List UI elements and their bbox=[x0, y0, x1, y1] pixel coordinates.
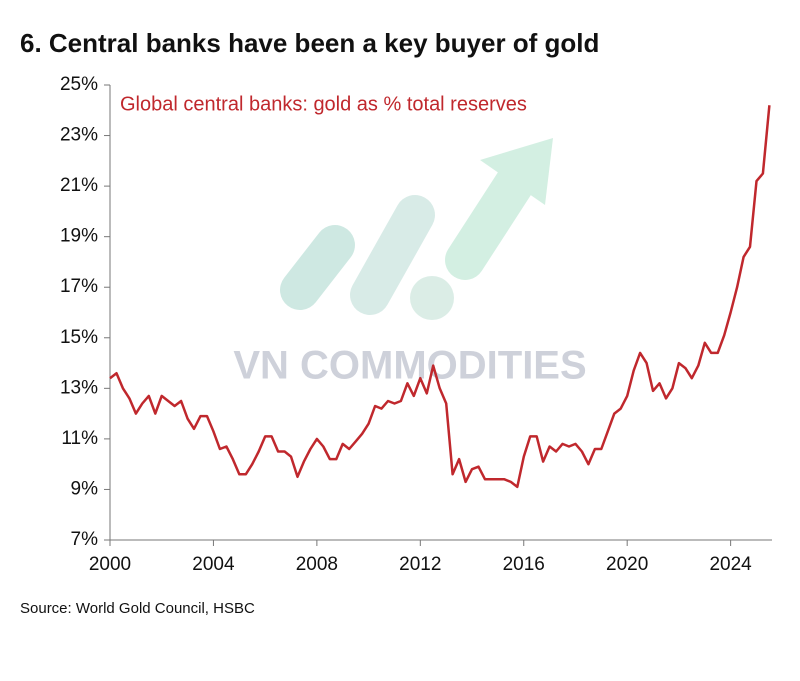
chart-title: 6. Central banks have been a key buyer o… bbox=[20, 28, 599, 58]
x-tick-label: 2000 bbox=[89, 554, 131, 575]
y-tick-label: 21% bbox=[60, 175, 98, 196]
source: Source: World Gold Council, HSBC bbox=[20, 600, 255, 617]
x-tick-label: 2016 bbox=[503, 554, 545, 575]
y-tick-label: 9% bbox=[71, 478, 99, 499]
y-tick-label: 19% bbox=[60, 226, 98, 247]
y-tick-label: 13% bbox=[60, 377, 98, 398]
watermark-logo bbox=[280, 138, 553, 320]
x-tick-label: 2008 bbox=[296, 554, 338, 575]
x-tick-label: 2012 bbox=[399, 554, 441, 575]
x-tick-label: 2020 bbox=[606, 554, 648, 575]
data-line bbox=[109, 105, 771, 489]
x-tick-label: 2004 bbox=[192, 554, 235, 575]
watermark: VN COMMODITIES bbox=[233, 344, 586, 388]
y-tick-label: 25% bbox=[60, 74, 98, 95]
y-tick-label: 11% bbox=[61, 428, 98, 449]
x-tick-label: 2024 bbox=[709, 554, 752, 575]
y-tick-label: 15% bbox=[60, 327, 98, 348]
y-tick-label: 7% bbox=[71, 529, 99, 550]
y-tick-label: 17% bbox=[60, 276, 98, 297]
annotation: Global central banks: gold as % total re… bbox=[120, 93, 527, 115]
y-tick-label: 23% bbox=[60, 125, 98, 146]
